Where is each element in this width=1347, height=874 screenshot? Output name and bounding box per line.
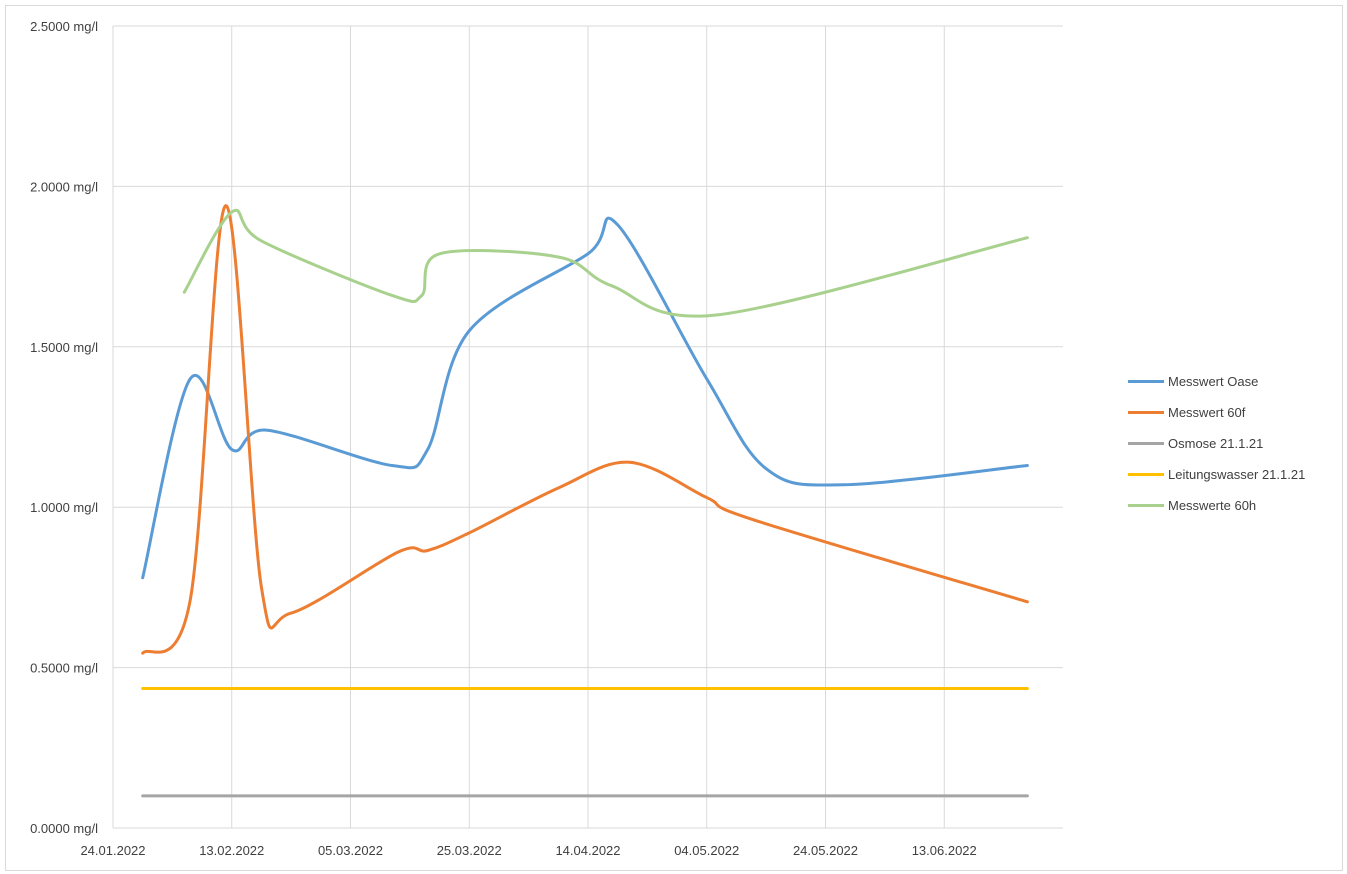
legend-swatch — [1128, 411, 1164, 414]
legend-label: Messwerte 60h — [1168, 498, 1257, 513]
y-tick-label: 2.0000 mg/l — [30, 179, 98, 194]
legend-label: Messwert Oase — [1168, 374, 1259, 389]
legend-item: Messwerte 60h — [1128, 490, 1305, 521]
legend-label: Leitungswasser 21.1.21 — [1168, 467, 1306, 482]
series-line-messwert-oase — [141, 216, 1029, 580]
legend-swatch — [1128, 473, 1164, 476]
x-tick-label: 25.03.2022 — [437, 843, 502, 858]
x-tick-label: 13.02.2022 — [199, 843, 264, 858]
legend-item: Messwert 60f — [1128, 397, 1305, 428]
legend-label: Messwert 60f — [1168, 405, 1246, 420]
y-tick-label: 1.5000 mg/l — [30, 340, 98, 355]
x-tick-label: 14.04.2022 — [555, 843, 620, 858]
x-tick-label: 24.01.2022 — [80, 843, 145, 858]
legend-swatch — [1128, 380, 1164, 383]
legend-item: Messwert Oase — [1128, 366, 1305, 397]
x-tick-label: 13.06.2022 — [912, 843, 977, 858]
y-tick-label: 1.0000 mg/l — [30, 500, 98, 515]
y-tick-label: 0.0000 mg/l — [30, 821, 98, 836]
legend-item: Osmose 21.1.21 — [1128, 428, 1305, 459]
x-tick-label: 04.05.2022 — [674, 843, 739, 858]
x-tick-label: 05.03.2022 — [318, 843, 383, 858]
series-line-messwert-60f — [141, 204, 1029, 655]
legend: Messwert Oase Messwert 60f Osmose 21.1.21 L… — [1128, 366, 1305, 521]
y-tick-label: 2.5000 mg/l — [30, 19, 98, 34]
series-line-messwerte-60h — [182, 208, 1029, 318]
legend-swatch — [1128, 504, 1164, 507]
legend-item: Leitungswasser 21.1.21 — [1128, 459, 1305, 490]
x-tick-label: 24.05.2022 — [793, 843, 858, 858]
legend-label: Osmose 21.1.21 — [1168, 436, 1264, 451]
y-tick-label: 0.5000 mg/l — [30, 661, 98, 676]
chart-area — [5, 5, 1343, 871]
legend-swatch — [1128, 442, 1164, 445]
